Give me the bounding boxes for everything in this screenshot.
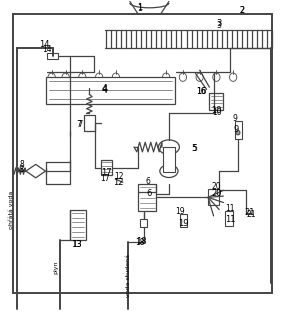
Bar: [163, 147, 175, 172]
Text: 14: 14: [42, 45, 52, 54]
Bar: [235, 121, 241, 139]
Text: 8: 8: [19, 160, 24, 169]
Text: 18: 18: [136, 238, 145, 247]
Bar: [13, 14, 272, 293]
Text: 20: 20: [212, 182, 221, 191]
Text: 21: 21: [245, 208, 255, 217]
Text: 12: 12: [114, 172, 124, 182]
Text: 10: 10: [211, 106, 222, 115]
Text: voda studená: voda studená: [126, 254, 131, 297]
Text: 3: 3: [217, 21, 222, 30]
Circle shape: [162, 73, 170, 81]
Text: 17: 17: [101, 168, 111, 177]
Text: 8: 8: [18, 165, 24, 174]
Text: 4: 4: [102, 84, 108, 94]
Text: 13: 13: [72, 240, 81, 249]
Circle shape: [112, 73, 120, 81]
Text: 5: 5: [191, 144, 197, 153]
Text: 13: 13: [71, 240, 82, 249]
Text: 7: 7: [76, 120, 81, 129]
Text: 5: 5: [193, 144, 198, 153]
Text: 1: 1: [137, 4, 142, 13]
Text: 19: 19: [175, 207, 184, 216]
Text: 19: 19: [178, 219, 188, 228]
Text: ohřátá voda: ohřátá voda: [9, 190, 14, 229]
Text: 18: 18: [136, 237, 146, 246]
Text: plyn: plyn: [53, 260, 58, 274]
Text: 20: 20: [211, 189, 222, 198]
Text: 9: 9: [233, 125, 239, 134]
Text: 9: 9: [233, 114, 238, 123]
Text: 2: 2: [239, 6, 244, 15]
Bar: [47, 53, 58, 59]
Circle shape: [196, 73, 203, 81]
Text: 7: 7: [77, 120, 82, 129]
Text: 17: 17: [100, 174, 110, 183]
Text: 12: 12: [113, 178, 124, 187]
Circle shape: [62, 73, 69, 81]
Ellipse shape: [160, 165, 178, 178]
Text: 11: 11: [226, 204, 235, 214]
Text: 10: 10: [212, 108, 222, 117]
Bar: [225, 211, 233, 225]
Bar: [208, 189, 219, 205]
Text: 21: 21: [246, 210, 256, 219]
Bar: [210, 93, 223, 110]
Bar: [84, 115, 95, 131]
Text: 2: 2: [239, 6, 244, 15]
Text: 16: 16: [196, 87, 206, 96]
Text: 1: 1: [137, 3, 142, 12]
Text: 16: 16: [196, 87, 206, 96]
Bar: [140, 219, 147, 227]
Bar: [101, 160, 112, 175]
Circle shape: [179, 73, 186, 81]
Text: 11: 11: [225, 215, 235, 224]
Text: 6: 6: [147, 189, 152, 198]
Ellipse shape: [158, 140, 179, 154]
Bar: [138, 184, 156, 211]
Text: 3: 3: [217, 19, 222, 28]
Bar: [46, 77, 175, 104]
Circle shape: [48, 73, 55, 81]
Text: 14: 14: [39, 40, 50, 49]
Text: 6: 6: [146, 177, 150, 186]
Circle shape: [236, 130, 240, 135]
Circle shape: [213, 73, 220, 81]
Bar: [180, 214, 186, 227]
Text: 4: 4: [102, 85, 108, 95]
Circle shape: [79, 73, 86, 81]
Circle shape: [96, 73, 103, 81]
Circle shape: [230, 73, 237, 81]
Bar: [70, 210, 86, 240]
